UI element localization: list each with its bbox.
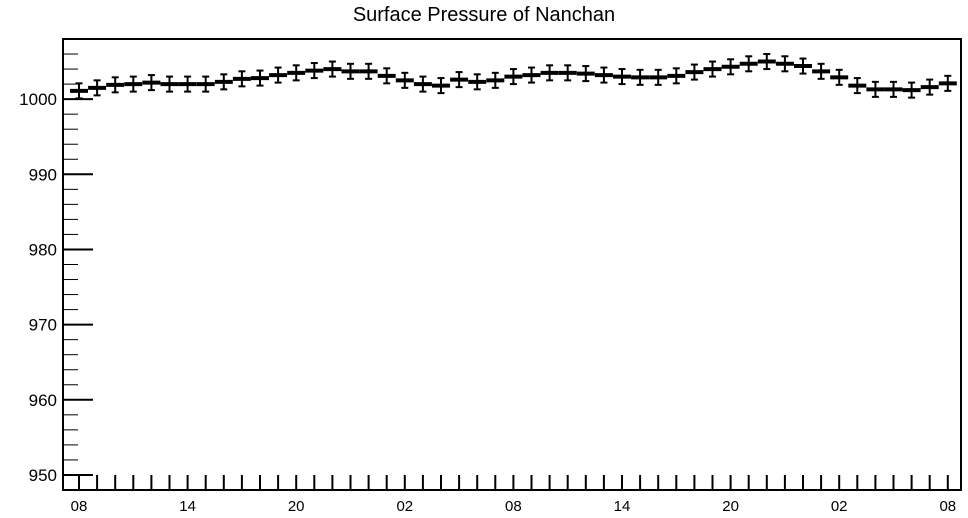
data-point	[703, 60, 722, 78]
x-tick-label: 02	[396, 498, 413, 515]
y-tick-label: 970	[29, 316, 57, 335]
data-point	[106, 76, 125, 94]
data-point	[88, 79, 107, 97]
data-point	[196, 75, 215, 93]
data-point	[794, 57, 812, 75]
data-point	[920, 78, 939, 96]
data-point	[232, 70, 251, 88]
data-point	[884, 80, 903, 98]
plot-frame	[62, 38, 962, 491]
data-point	[594, 66, 613, 84]
y-tick-label: 960	[29, 391, 57, 410]
x-tick-label: 14	[179, 498, 196, 515]
x-tick-label: 08	[505, 498, 522, 515]
y-tick-label: 990	[29, 165, 57, 184]
data-point	[504, 68, 523, 86]
data-point	[757, 53, 776, 71]
data-point	[486, 71, 505, 89]
data-point	[739, 55, 758, 73]
data-point	[540, 64, 559, 82]
data-point	[721, 58, 740, 76]
data-point	[305, 62, 324, 80]
y-tick-label: 950	[29, 466, 57, 485]
data-point	[269, 66, 288, 84]
chart-title: Surface Pressure of Nanchan	[352, 4, 616, 26]
data-point	[450, 71, 469, 89]
data-point	[160, 75, 179, 93]
data-point	[866, 80, 885, 98]
data-point	[468, 73, 487, 91]
data-point	[377, 67, 396, 85]
data-point	[395, 71, 414, 89]
data-point	[649, 68, 668, 86]
x-tick-label: 08	[939, 498, 956, 515]
data-point	[830, 68, 849, 86]
data-point	[287, 64, 306, 82]
data-point	[124, 75, 143, 93]
x-tick-label: 14	[614, 498, 631, 515]
y-tick-label: 1000	[19, 90, 57, 109]
data-point	[178, 75, 197, 93]
data-point	[70, 82, 88, 100]
data-point	[251, 69, 269, 87]
tick-labels: 950 960 970 980 990 1000 08 14 20 02 08 14 20 02 08	[19, 90, 956, 515]
data-point	[323, 60, 342, 78]
data-point	[142, 74, 161, 92]
data-point	[413, 75, 432, 93]
y-tick-label: 980	[29, 240, 57, 259]
data-point	[214, 73, 233, 91]
data-point	[613, 68, 631, 86]
x-tick-label: 20	[288, 498, 305, 515]
x-tick-label: 20	[722, 498, 739, 515]
data-point	[576, 65, 595, 83]
x-tick-label: 02	[831, 498, 848, 515]
data-point	[685, 63, 704, 81]
data-point	[522, 66, 541, 84]
axes	[62, 38, 962, 491]
data-point	[775, 55, 794, 73]
data-point	[848, 77, 867, 95]
data-point	[359, 62, 378, 80]
data-points	[70, 53, 957, 100]
data-point	[341, 62, 360, 80]
data-point	[938, 74, 957, 92]
data-point	[631, 68, 650, 86]
data-point	[812, 62, 831, 80]
data-point	[667, 67, 686, 85]
data-point	[432, 77, 450, 95]
data-point	[902, 81, 921, 99]
x-tick-label: 08	[71, 498, 88, 515]
data-point	[558, 64, 577, 82]
